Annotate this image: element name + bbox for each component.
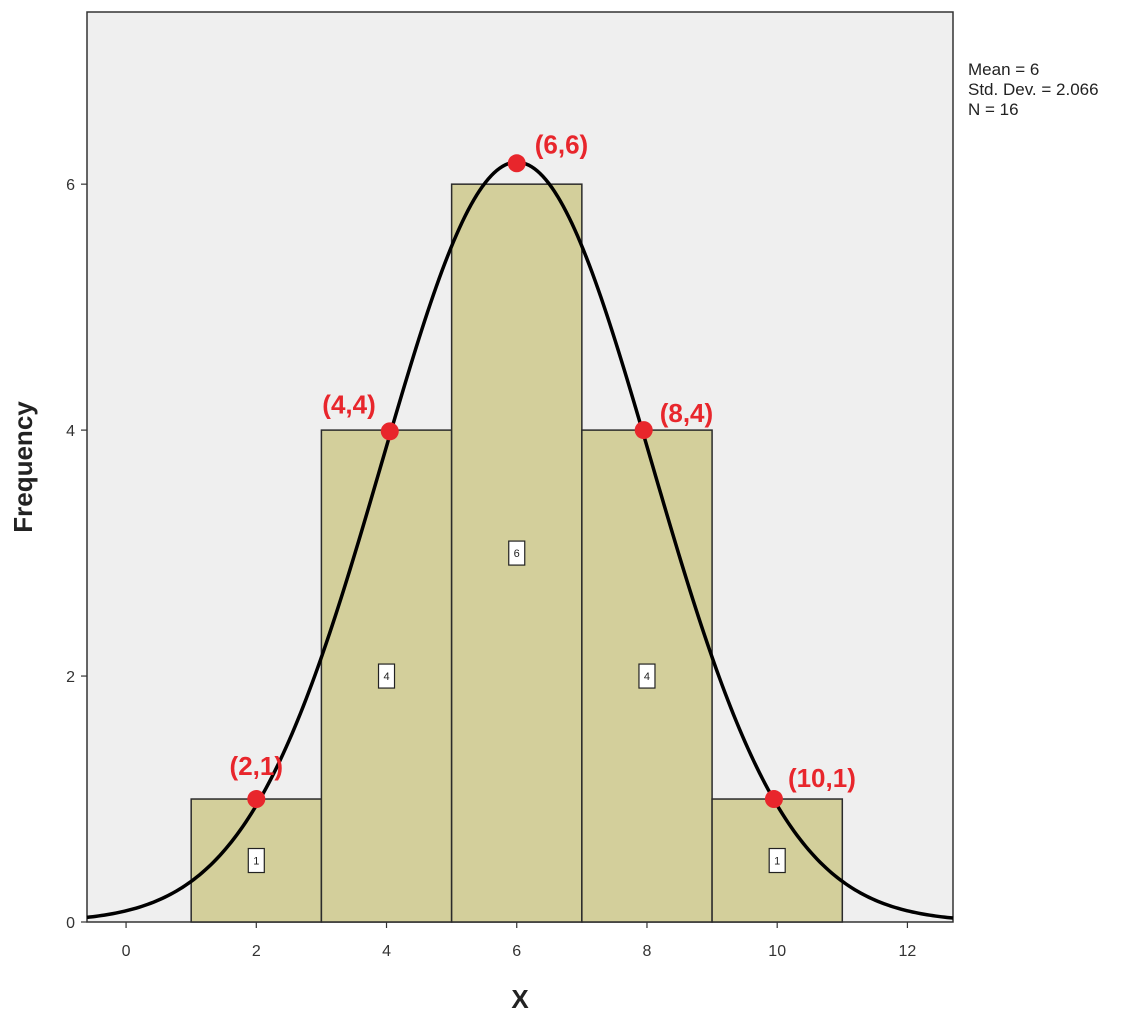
annotation-point-5 — [764, 790, 783, 809]
y-tick-label-2: 2 — [66, 669, 75, 686]
stats-std-dev: Std. Dev. = 2.066 — [968, 80, 1099, 99]
x-tick-label-4: 4 — [382, 943, 391, 960]
annotation-point-4 — [634, 421, 653, 440]
bar-label-box-2 — [377, 663, 396, 689]
annotation-label-4: (8,4) — [660, 398, 713, 428]
annotation-point-2 — [380, 422, 399, 441]
x-tick-label-2: 2 — [252, 943, 261, 960]
bar-label-box-1 — [247, 847, 265, 874]
x-tick-label-8: 8 — [643, 943, 652, 960]
y-axis-title: Frequency — [8, 401, 38, 533]
annotation-point-1 — [247, 790, 266, 809]
stats-n: N = 16 — [968, 100, 1019, 119]
annotation-label-3: (6,6) — [535, 129, 588, 159]
annotation-label-5: (10,1) — [788, 763, 856, 793]
x-tick-label-6: 6 — [512, 943, 521, 960]
x-tick-label-12: 12 — [899, 943, 917, 960]
y-tick-label-0: 0 — [66, 915, 75, 932]
x-tick-label-0: 0 — [122, 943, 131, 960]
y-tick-label-6: 6 — [66, 177, 75, 194]
annotation-label-1: (2,1) — [230, 751, 283, 781]
bar-label-4: 4 — [644, 671, 650, 683]
x-axis-title: X — [511, 984, 529, 1014]
bar-label-1: 1 — [253, 856, 259, 868]
bar-label-3: 6 — [514, 548, 520, 560]
bar-label-box-3 — [508, 540, 526, 566]
stats-legend: Mean = 6 Std. Dev. = 2.066 N = 16 — [968, 60, 1099, 119]
y-tick-label-4: 4 — [66, 423, 75, 440]
bar-label-5: 1 — [774, 856, 780, 868]
bar-label-box-5 — [768, 847, 786, 874]
x-tick-label-10: 10 — [768, 943, 786, 960]
annotation-label-2: (4,4) — [322, 389, 375, 419]
annotation-point-3 — [507, 154, 526, 173]
stats-mean: Mean = 6 — [968, 60, 1039, 79]
bar-label-box-4 — [638, 663, 656, 689]
bar-label-2: 4 — [383, 671, 389, 683]
